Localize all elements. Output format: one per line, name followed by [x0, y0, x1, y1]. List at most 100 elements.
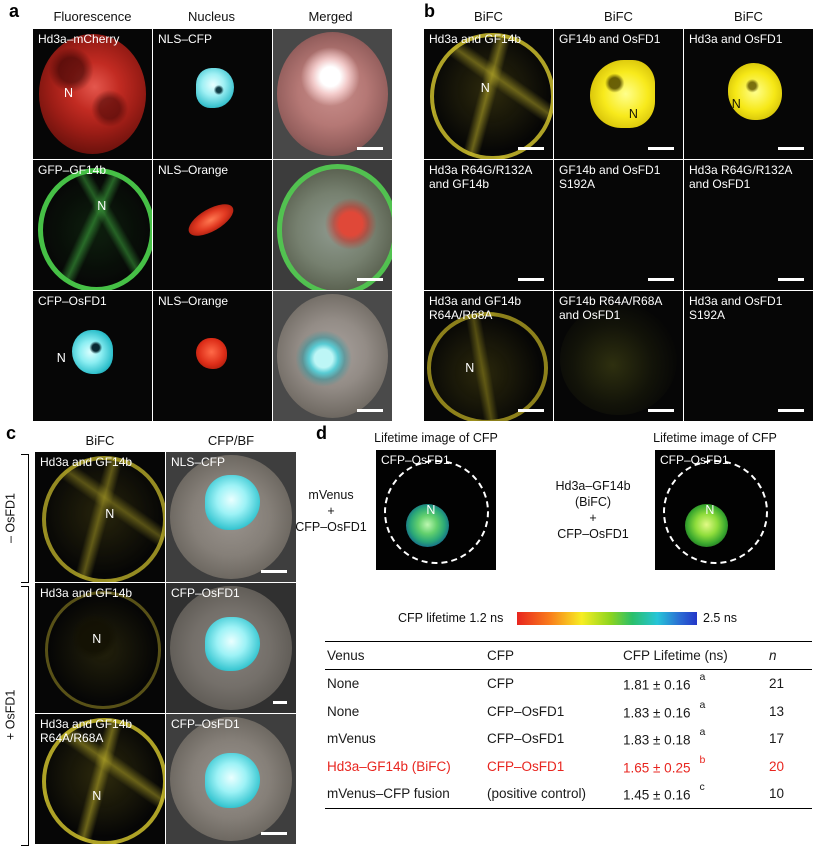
image-label: GF14b and OsFD1 S192A	[559, 163, 661, 192]
cell-n: 10	[769, 786, 785, 802]
nucleus-blob	[184, 198, 239, 243]
scale-bar	[357, 278, 383, 281]
image-label: Hd3a R64G/R132A and OsFD1	[689, 163, 792, 192]
image-label: Hd3a and GF14b R64A/R68A	[40, 717, 133, 746]
image-label: NLS–Orange	[158, 294, 229, 308]
image-label: NLS–Orange	[158, 163, 229, 177]
nucleus-marker: N	[92, 789, 102, 804]
cell-n: 13	[769, 703, 785, 719]
group-bracket-plus-osfd1	[21, 586, 29, 846]
panel-c-image-grid: Hd3a and GF14b N NLS–CFP Hd3a and GF14b …	[35, 452, 296, 844]
panel-label-b: b	[424, 1, 435, 21]
nucleus-marker: N	[426, 502, 436, 517]
nucleus-marker: N	[56, 350, 66, 365]
column-header-bifc-1: BiFC	[474, 9, 503, 24]
nucleus-marker: N	[628, 107, 638, 121]
cell-body	[430, 32, 553, 159]
cell-body	[276, 293, 389, 419]
flim-title-left: Lifetime image of CFP	[374, 431, 498, 445]
scale-bar	[357, 409, 383, 412]
condition-left: mVenus + CFP–OsFD1	[288, 487, 374, 535]
scale-bar	[261, 832, 287, 835]
micro-image-a-merged-3	[273, 291, 392, 421]
cell-outline-dashed	[384, 459, 490, 565]
cell-lifetime: 1.45 ± 0.16c	[623, 781, 705, 803]
flim-image-left: CFP–OsFD1 N	[376, 450, 496, 570]
lifetime-color-scale	[517, 612, 697, 625]
cell-n: 20	[769, 758, 785, 774]
column-header-merged: Merged	[308, 9, 353, 24]
cell-body	[45, 590, 161, 709]
column-header-bifc: BiFC	[85, 433, 115, 448]
nucleus-marker: N	[63, 86, 73, 101]
nucleus-blob	[205, 475, 260, 530]
micro-image-a-nls-orange-1: NLS–Orange	[153, 160, 272, 290]
cell-cfp: (positive control)	[487, 786, 587, 802]
cell-body	[41, 455, 165, 582]
header-n: n	[767, 641, 812, 670]
image-label: GF14b and OsFD1	[559, 32, 661, 46]
table-row: None CFP–OsFD1 1.83 ± 0.16a 13	[325, 698, 812, 726]
column-header-cfpbf: CFP/BF	[207, 433, 255, 448]
condition-right-line2: (BiFC)	[574, 495, 612, 509]
cell-body	[560, 304, 677, 415]
condition-left-line3: CFP–OsFD1	[295, 520, 367, 534]
image-label: Hd3a and GF14b	[40, 586, 133, 600]
cell-venus: mVenus	[327, 731, 376, 747]
cell-body	[41, 717, 165, 844]
table-header-row: Venus CFP CFP Lifetime (ns) n	[325, 641, 812, 670]
group-label-minus-osfd1: – OsFD1	[3, 492, 18, 543]
table-row: mVenus CFP–OsFD1 1.83 ± 0.18a 17	[325, 725, 812, 753]
scale-bar	[518, 409, 544, 412]
scale-bar	[648, 409, 674, 412]
image-label: Hd3a R64G/R132A and GF14b	[429, 163, 532, 192]
scale-bar	[778, 409, 804, 412]
nucleus-blob	[205, 616, 260, 672]
scale-bar	[273, 701, 287, 704]
micro-image-b-r1c3: Hd3a and OsFD1 N	[684, 29, 813, 159]
cell-lifetime: 1.83 ± 0.16a	[623, 698, 706, 721]
significance-letter: a	[699, 698, 706, 711]
cell-venus: Hd3a–GF14b (BiFC)	[327, 758, 451, 774]
scale-bar	[518, 278, 544, 281]
image-label: CFP–OsFD1	[38, 294, 107, 308]
micro-image-c-r1-bifc: Hd3a and GF14b N	[35, 452, 165, 582]
lifetime-scale-label: CFP lifetime 1.2 ns	[398, 611, 504, 625]
micro-image-c-r3-cfpbf: CFP–OsFD1	[166, 714, 296, 844]
micro-image-b-r2c3: Hd3a R64G/R132A and OsFD1	[684, 160, 813, 290]
nucleus-blob	[205, 753, 260, 808]
cell-n: 17	[769, 731, 785, 747]
cell-venus: None	[327, 676, 360, 692]
cell-cfp: CFP–OsFD1	[487, 758, 565, 774]
nucleus-marker: N	[705, 502, 715, 517]
condition-right: Hd3a–GF14b (BiFC) + CFP–OsFD1	[534, 478, 652, 542]
image-label: GF14b R64A/R68A and OsFD1	[559, 294, 662, 323]
cell-cfp: CFP–OsFD1	[487, 703, 565, 719]
cell-lifetime: 1.65 ± 0.25b	[623, 753, 706, 776]
nucleus-marker: N	[480, 81, 490, 95]
cell-n: 21	[769, 676, 785, 692]
nucleus-marker: N	[731, 96, 741, 111]
micro-image-c-r3-bifc: Hd3a and GF14b R64A/R68A N	[35, 714, 165, 844]
image-label: CFP–OsFD1	[381, 453, 450, 467]
nucleus-marker: N	[92, 632, 102, 647]
micro-image-a-nls-orange-2: NLS–Orange	[153, 291, 272, 421]
condition-left-line1: mVenus	[308, 488, 354, 502]
significance-letter: c	[699, 781, 705, 793]
micro-image-a-merged-2	[273, 160, 392, 290]
flim-title-right: Lifetime image of CFP	[653, 431, 777, 445]
micro-image-a-gfp-gf14b: GFP–GF14b N	[33, 160, 152, 290]
condition-right-line1: Hd3a–GF14b	[555, 479, 631, 493]
image-label: CFP–OsFD1	[171, 717, 240, 731]
micro-image-b-r3c2: GF14b R64A/R68A and OsFD1	[554, 291, 683, 421]
cell-venus: mVenus–CFP fusion	[327, 786, 450, 802]
header-cfp: CFP	[485, 641, 621, 670]
micro-image-b-r2c1: Hd3a R64G/R132A and GF14b	[424, 160, 553, 290]
cell-venus: None	[327, 703, 360, 719]
table-row: None CFP 1.81 ± 0.16a 21	[325, 670, 812, 698]
image-label: CFP–OsFD1	[660, 453, 729, 467]
condition-right-line3: +	[589, 511, 597, 525]
micro-image-c-r2-bifc: Hd3a and GF14b N	[35, 583, 165, 713]
column-header-bifc-3: BiFC	[734, 9, 763, 24]
cell-body	[37, 167, 152, 290]
